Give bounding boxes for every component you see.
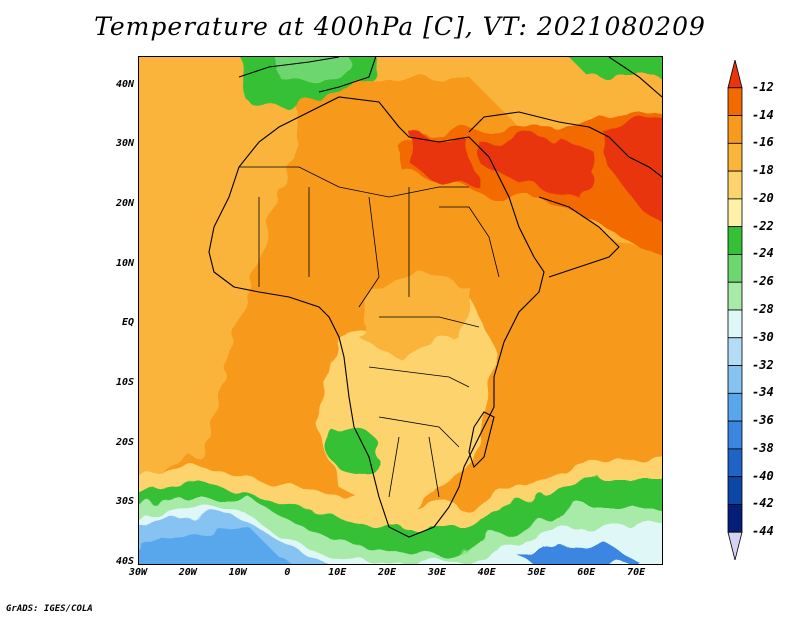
lon-label: 30W: [128, 567, 148, 578]
colorbar-label: -38: [752, 440, 774, 455]
lat-label: 10S: [115, 377, 134, 389]
colorbar-swatch: [727, 281, 743, 311]
colorbar-swatch: [727, 60, 743, 89]
country-borders: [239, 166, 500, 498]
credit-label: GrADS: IGES/COLA: [6, 604, 93, 614]
lon-label: 60E: [577, 567, 596, 578]
colorbar-swatch: [727, 365, 743, 394]
colorbar-swatch: [727, 337, 743, 366]
temperature-fill: [139, 57, 662, 564]
colorbar-label: -18: [752, 163, 774, 178]
lon-label: 40E: [477, 567, 496, 578]
colorbar-label: -30: [752, 329, 774, 344]
temperature-map: [138, 56, 663, 565]
map-canvas: [139, 57, 662, 564]
lat-label: 40N: [115, 78, 134, 90]
colorbar-swatch: [727, 448, 743, 478]
colorbar-swatch: [727, 198, 743, 228]
colorbar: [727, 60, 743, 560]
colorbar-swatch: [727, 170, 743, 200]
lat-label: 40S: [115, 556, 134, 567]
lon-label: 0: [284, 567, 291, 578]
colorbar-label: -22: [752, 218, 774, 233]
colorbar-swatch: [727, 504, 743, 533]
map-title: Temperature at 400hPa [C], VT: 202108020…: [94, 12, 706, 41]
colorbar-label: -14: [752, 107, 774, 122]
colorbar-label: -34: [752, 385, 774, 400]
lat-label: 20N: [115, 198, 134, 210]
coastline-outline: [208, 57, 662, 538]
colorbar-label: -16: [752, 135, 774, 150]
colorbar-swatch: [727, 420, 743, 450]
colorbar-swatch: [727, 476, 743, 505]
lon-label: 20W: [178, 567, 197, 578]
colorbar-label: -12: [752, 79, 774, 94]
lon-label: 30E: [427, 567, 446, 578]
colorbar-label: -20: [752, 190, 774, 205]
colorbar-swatch: [727, 254, 743, 283]
colorbar-swatch: [727, 392, 743, 422]
lon-label: 70E: [627, 567, 646, 578]
colorbar-label: -36: [752, 413, 774, 428]
lon-label: 20E: [378, 567, 397, 578]
colorbar-swatch: [727, 115, 743, 144]
lat-label: 20S: [115, 436, 134, 448]
lon-label: 10W: [228, 567, 247, 578]
colorbar-label: -26: [752, 274, 774, 289]
colorbar-swatch: [727, 531, 743, 560]
colorbar-label: -42: [752, 496, 774, 511]
colorbar-label: -40: [752, 468, 774, 483]
colorbar-swatch: [727, 309, 743, 339]
lat-label: 30S: [115, 496, 134, 508]
colorbar-label: -44: [752, 524, 774, 539]
lat-label: EQ: [121, 317, 134, 329]
colorbar-label: -28: [752, 302, 774, 316]
colorbar-label: -24: [752, 246, 774, 261]
lon-label: 50E: [527, 567, 546, 578]
colorbar-swatch: [727, 87, 743, 116]
colorbar-swatch: [727, 142, 743, 172]
colorbar-swatch: [727, 226, 743, 255]
lat-label: 30N: [115, 138, 134, 150]
colorbar-label: -32: [752, 357, 774, 372]
lon-label: 10E: [328, 567, 347, 578]
lat-label: 10N: [115, 257, 134, 269]
